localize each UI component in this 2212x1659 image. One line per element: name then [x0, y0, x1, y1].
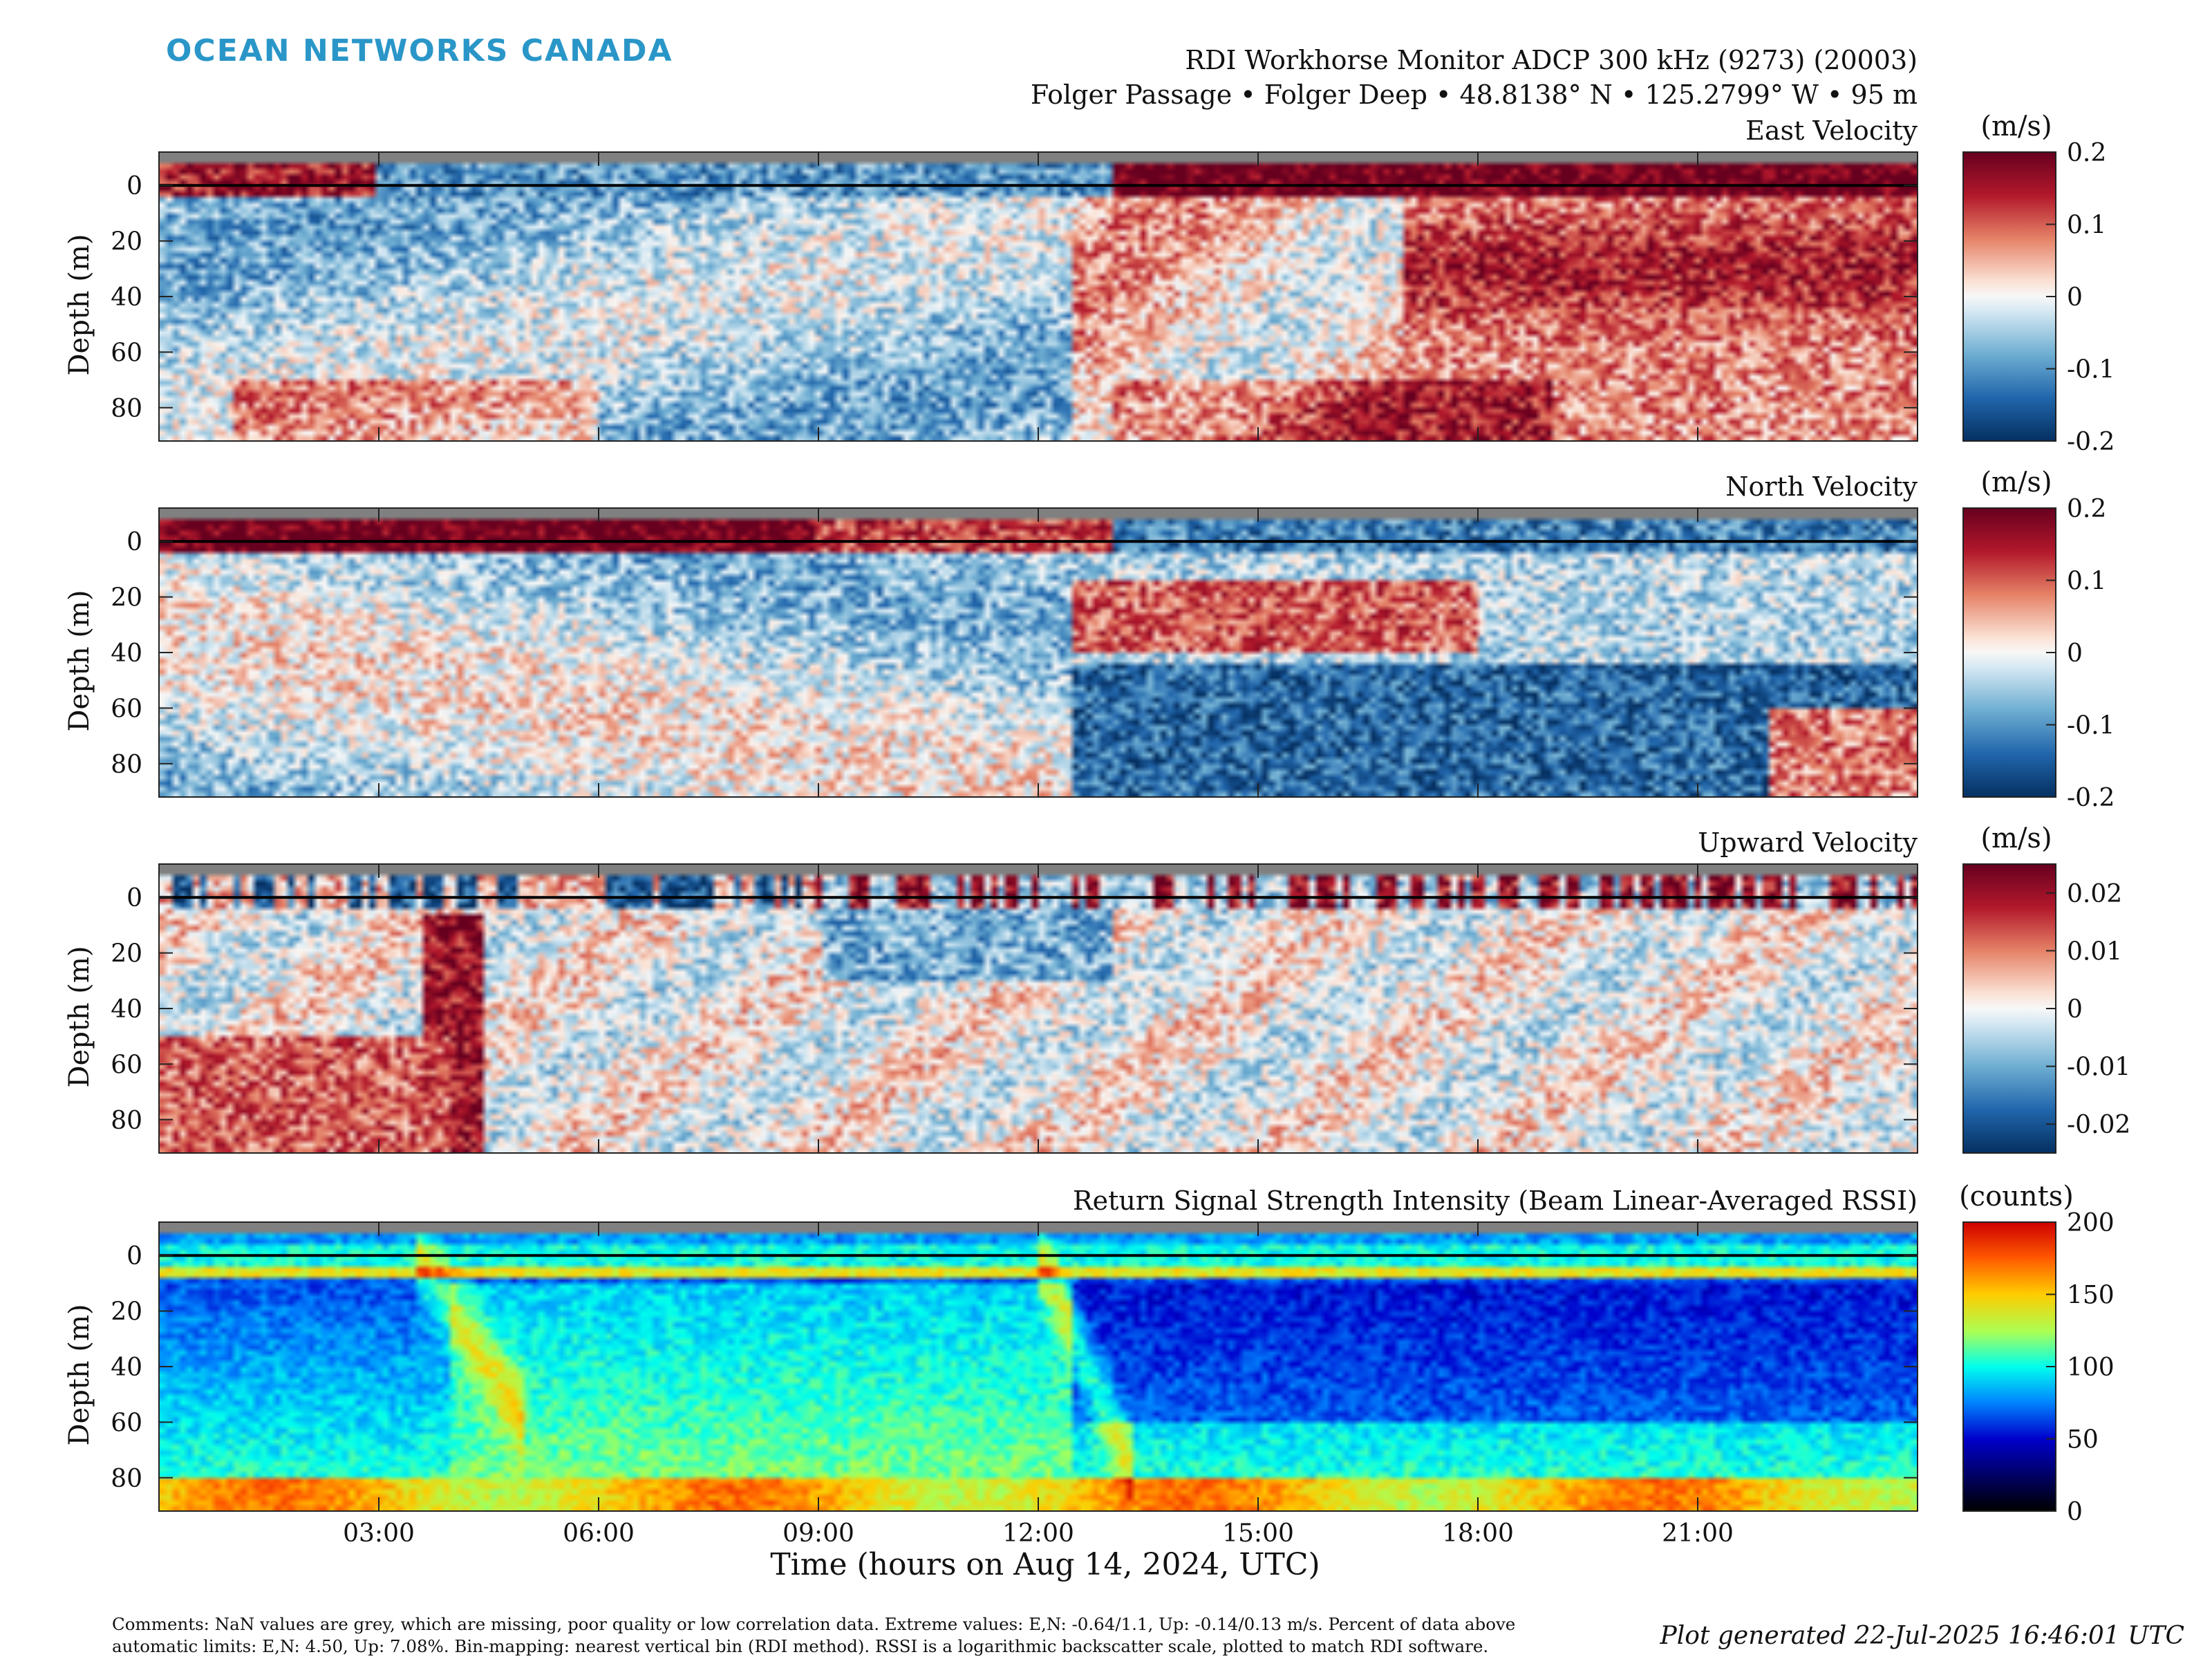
- y-tick-label: 20: [111, 228, 142, 256]
- panel-4: Return Signal Strength Intensity (Beam L…: [64, 1181, 2115, 1526]
- y-axis-label: Depth (m): [64, 234, 95, 375]
- colorbar-tick-label: 0: [2067, 1498, 2083, 1526]
- comments-line-2: automatic limits: E,N: 4.50, Up: 7.08%. …: [112, 1636, 1488, 1656]
- colorbar-tick-label: 0: [2067, 639, 2083, 668]
- y-tick-label: 80: [111, 751, 142, 779]
- colorbar-unit: (m/s): [1980, 111, 2052, 142]
- panel-3: Upward Velocity 0 20 40 60 80 Depth (m) (m/s) 0.…: [64, 823, 2130, 1154]
- colorbar-tick-label: 200: [2067, 1209, 2115, 1237]
- y-tick-label: 0: [126, 528, 142, 556]
- x-tick-label: 06:00: [563, 1519, 635, 1548]
- colorbar-tick-label: -0.1: [2067, 356, 2115, 384]
- panel-1: East Velocity 0 20 40 60 80 Depth (m) (m/s) 0.2 0…: [64, 111, 2115, 456]
- colorbar-tick-label: 0.1: [2067, 568, 2106, 596]
- y-tick-label: 0: [126, 884, 142, 912]
- y-tick-label: 80: [111, 395, 142, 423]
- x-axis-label: Time (hours on Aug 14, 2024, UTC): [770, 1547, 1320, 1582]
- colorbar-tick-label: 0.1: [2067, 212, 2106, 240]
- x-tick-label: 12:00: [1002, 1519, 1074, 1548]
- colorbar: [1962, 151, 2056, 442]
- y-tick-label: 60: [111, 1051, 142, 1079]
- figure-subtitle: Folger Passage • Folger Deep • 48.8138° …: [1031, 79, 1918, 110]
- x-axis: 03:00 06:00 09:00 12:00 15:00 18:00 21:00: [343, 1519, 1734, 1548]
- y-tick-label: 20: [111, 1298, 142, 1327]
- heatmap-image: [159, 1222, 1918, 1511]
- y-tick-label: 40: [111, 995, 142, 1024]
- y-tick-label: 60: [111, 339, 142, 367]
- y-tick-label: 0: [126, 1242, 142, 1271]
- y-tick-label: 80: [111, 1465, 142, 1493]
- y-tick-label: 0: [126, 172, 142, 200]
- colorbar-unit: (m/s): [1980, 823, 2052, 854]
- panel-2: North Velocity 0 20 40 60 80 Depth (m) (m/s) 0.2…: [64, 467, 2115, 812]
- x-tick-label: 21:00: [1662, 1519, 1734, 1548]
- y-tick-label: 20: [111, 940, 142, 968]
- colorbar-tick-label: -0.1: [2067, 712, 2115, 740]
- y-axis-label: Depth (m): [64, 590, 95, 731]
- y-axis-label: Depth (m): [64, 1304, 95, 1445]
- colorbar-tick-label: 50: [2067, 1426, 2099, 1454]
- panel-title: North Velocity: [1725, 471, 1918, 502]
- colorbar-unit: (m/s): [1980, 467, 2052, 498]
- heatmap-image: [159, 864, 1918, 1153]
- panel-title: Return Signal Strength Intensity (Beam L…: [1073, 1185, 1918, 1216]
- colorbar-tick-label: -0.02: [2067, 1111, 2130, 1139]
- colorbar-tick-label: 0.02: [2067, 880, 2122, 908]
- x-tick-label: 15:00: [1222, 1519, 1294, 1548]
- logo: OCEAN NETWORKS CANADA: [166, 33, 673, 68]
- colorbar: [1962, 863, 2056, 1154]
- colorbar-tick-label: 0: [2067, 283, 2083, 312]
- colorbar-tick-label: -0.01: [2067, 1053, 2130, 1082]
- y-tick-label: 80: [111, 1107, 142, 1135]
- y-axis-label: Depth (m): [64, 946, 95, 1087]
- colorbar-tick-label: 0: [2067, 995, 2083, 1024]
- x-tick-label: 09:00: [782, 1519, 854, 1548]
- heatmap-image: [159, 508, 1918, 797]
- y-tick-label: 40: [111, 639, 142, 668]
- y-tick-label: 60: [111, 1409, 142, 1437]
- colorbar-tick-label: -0.2: [2067, 784, 2115, 812]
- y-tick-label: 20: [111, 584, 142, 612]
- colorbar: [1962, 507, 2056, 798]
- colorbar: [1962, 1221, 2056, 1512]
- colorbar-tick-label: 0.01: [2067, 937, 2122, 966]
- colorbar-tick-label: 150: [2067, 1282, 2115, 1310]
- panel-title: Upward Velocity: [1698, 827, 1918, 858]
- panels: East Velocity 0 20 40 60 80 Depth (m) (m/s) 0.2 0…: [64, 111, 2130, 1526]
- heatmap-image: [159, 152, 1918, 441]
- colorbar-tick-label: 100: [2067, 1353, 2115, 1382]
- y-tick-label: 60: [111, 695, 142, 723]
- colorbar-tick-label: -0.2: [2067, 428, 2115, 456]
- panel-title: East Velocity: [1745, 115, 1918, 146]
- colorbar-tick-label: 0.2: [2067, 495, 2106, 523]
- figure-title: RDI Workhorse Monitor ADCP 300 kHz (9273…: [1185, 45, 1918, 75]
- y-tick-label: 40: [111, 1353, 142, 1382]
- plot-generated: Plot generated 22-Jul-2025 16:46:01 UTC: [1660, 1622, 2184, 1650]
- y-tick-label: 40: [111, 283, 142, 312]
- x-tick-label: 03:00: [343, 1519, 415, 1548]
- colorbar-unit: (counts): [1959, 1181, 2074, 1212]
- x-tick-label: 18:00: [1442, 1519, 1514, 1548]
- colorbar-tick-label: 0.2: [2067, 139, 2106, 167]
- comments-line-1: Comments: NaN values are grey, which are…: [112, 1614, 1515, 1634]
